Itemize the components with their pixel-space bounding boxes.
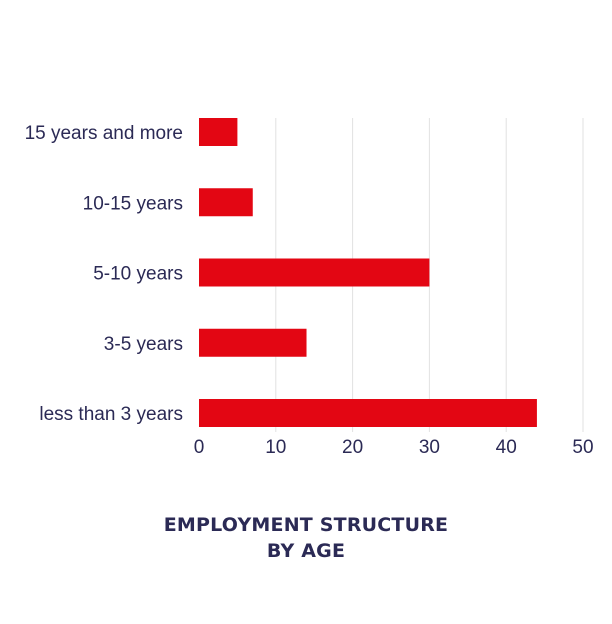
x-axis-tick-labels: 0 10 20 30 40 50 — [194, 437, 594, 458]
category-label-3: 3-5 years — [104, 334, 183, 355]
x-tick-label-20: 20 — [342, 437, 363, 458]
category-label-4: less than 3 years — [39, 404, 183, 425]
bar-2 — [199, 258, 430, 287]
category-label-2: 5-10 years — [93, 264, 183, 285]
x-tick-label-40: 40 — [496, 437, 517, 458]
category-label-0: 15 years and more — [25, 123, 183, 144]
chart-title-line-2: BY AGE — [266, 540, 346, 562]
category-label-1: 10-15 years — [83, 193, 183, 214]
x-tick-label-50: 50 — [572, 437, 593, 458]
bar-3 — [199, 328, 307, 357]
chart-title-line-1: EMPLOYMENT STRUCTURE — [163, 514, 449, 536]
bar-chart: 15 years and more 10-15 years 5-10 years 3-… — [25, 118, 594, 458]
bars — [199, 118, 537, 427]
bar-4 — [199, 399, 537, 427]
chart-title: EMPLOYMENT STRUCTURE BY AGE — [0, 512, 612, 564]
x-tick-label-10: 10 — [265, 437, 286, 458]
bar-0 — [199, 118, 238, 146]
category-labels: 15 years and more 10-15 years 5-10 years 3-… — [25, 123, 183, 425]
x-tick-label-0: 0 — [194, 437, 205, 458]
bar-1 — [199, 188, 253, 217]
x-tick-label-30: 30 — [419, 437, 440, 458]
